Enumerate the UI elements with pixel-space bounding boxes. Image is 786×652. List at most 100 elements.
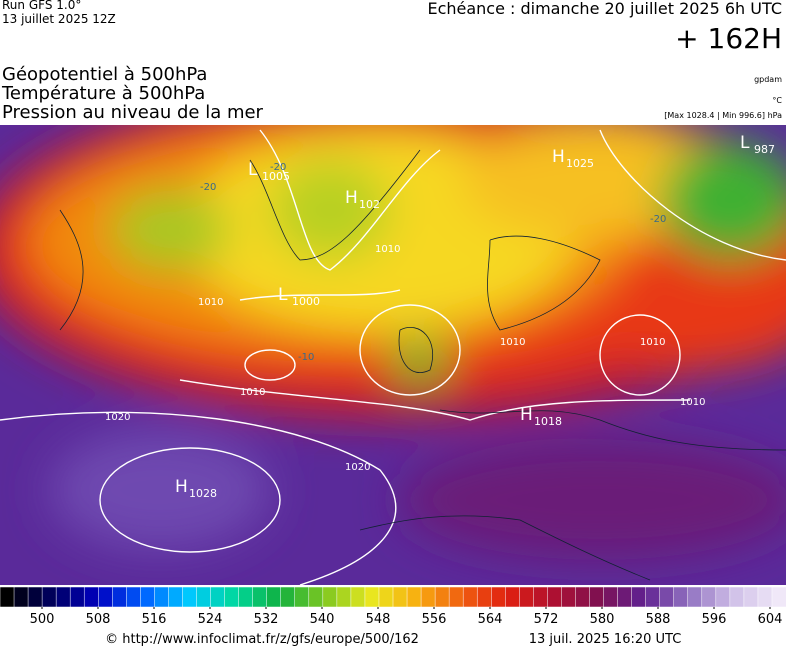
color-swatch (743, 586, 759, 608)
color-swatch (182, 586, 198, 608)
isobar-label: 1020 (105, 412, 130, 423)
color-swatch (715, 586, 731, 608)
pressure-center: H (520, 405, 533, 425)
color-swatch (673, 586, 689, 608)
color-swatch (505, 586, 521, 608)
color-swatch (771, 586, 786, 608)
color-swatch (519, 586, 535, 608)
color-swatch (603, 586, 619, 608)
color-swatch (420, 586, 436, 608)
colorbar-label: 540 (310, 612, 335, 627)
field: Géopotentiel à 500hPa (2, 64, 207, 85)
valid-time: Echéance : dimanche 20 juillet 2025 6h U… (427, 0, 782, 18)
color-swatch (280, 586, 296, 608)
lead-time: + 162H (675, 22, 782, 55)
pressure-value: 1018 (534, 415, 562, 428)
colorbar-label: 556 (422, 612, 447, 627)
pressure-value: 102 (359, 198, 380, 211)
timestamp: 13 juil. 2025 16:20 UTC (529, 632, 682, 647)
pressure-value: 987 (754, 143, 775, 156)
color-swatch (434, 586, 450, 608)
color-swatch (336, 586, 352, 608)
colorbar-label: 572 (534, 612, 559, 627)
color-swatch (350, 586, 366, 608)
color-swatch (322, 586, 338, 608)
colorbar-label: 596 (702, 612, 727, 627)
temperature-label: -20 (200, 182, 216, 193)
color-swatch (238, 586, 254, 608)
color-swatch (659, 586, 675, 608)
color-swatch (701, 586, 717, 608)
temperature-label: -10 (298, 352, 314, 363)
color-swatch (27, 586, 43, 608)
color-swatch (392, 586, 408, 608)
pressure-center: L (278, 285, 288, 305)
color-swatch (266, 586, 282, 608)
unit: °C (772, 96, 782, 105)
color-swatch (69, 586, 85, 608)
field: Pression au niveau de la mer (2, 102, 264, 123)
color-swatch (729, 586, 745, 608)
color-swatch (687, 586, 703, 608)
color-swatch (589, 586, 605, 608)
color-swatch (140, 586, 156, 608)
pressure-center: L (740, 133, 750, 153)
color-swatch (757, 586, 773, 608)
isobar-label: 1010 (640, 337, 665, 348)
isobar-label: 1010 (375, 244, 400, 255)
pressure-value: 1028 (189, 487, 217, 500)
color-swatch (41, 586, 57, 608)
colorbar-label: 524 (198, 612, 223, 627)
colorbar: 500 508 516 524 532 540 548 556 564 572 580 588 596 6… (0, 586, 786, 627)
color-swatch (294, 586, 310, 608)
isobar-label: 1010 (680, 397, 705, 408)
pressure-center: H (175, 477, 188, 497)
temperature-label: -20 (270, 162, 286, 173)
color-swatch (98, 586, 114, 608)
color-swatch (364, 586, 380, 608)
color-swatch (575, 586, 591, 608)
colorbar-label: 588 (646, 612, 671, 627)
color-swatch (224, 586, 240, 608)
pressure-value: 1025 (566, 157, 594, 170)
color-swatch (196, 586, 212, 608)
color-swatch (645, 586, 661, 608)
isobar-label: 1010 (198, 297, 223, 308)
pressure-value: 1000 (292, 295, 320, 308)
color-swatch (252, 586, 268, 608)
colorbar-label: 500 (30, 612, 55, 627)
color-swatch (55, 586, 71, 608)
color-swatch (631, 586, 647, 608)
temperature-label: -20 (650, 214, 666, 225)
color-swatch (83, 586, 100, 608)
color-swatch (561, 586, 577, 608)
run: Run GFS 1.0° (2, 0, 81, 12)
color-swatch (476, 586, 493, 608)
unit: gpdam (754, 75, 782, 84)
color-swatch (378, 586, 394, 608)
color-swatch (533, 586, 549, 608)
color-swatch (154, 586, 170, 608)
color-swatch (210, 586, 226, 608)
color-swatch (126, 586, 142, 608)
pressure-center: H (345, 188, 358, 208)
colorbar-label: 580 (590, 612, 615, 627)
field: Température à 500hPa (1, 83, 205, 104)
color-swatch (491, 586, 507, 608)
color-swatch (0, 586, 15, 608)
colorbar-label: 564 (478, 612, 503, 627)
isobar-label: 1010 (240, 387, 265, 398)
source-url: © http://www.infoclimat.fr/z/gfs/europe/… (105, 632, 419, 647)
colorbar-label: 604 (758, 612, 783, 627)
pressure-center: L (248, 160, 258, 180)
isobar-label: 1020 (345, 462, 370, 473)
colorbar-label: 548 (366, 612, 391, 627)
colorbar-label: 516 (142, 612, 167, 627)
pressure-value: 1005 (262, 170, 290, 183)
isobar-label: 1010 (500, 337, 525, 348)
color-swatch (448, 586, 464, 608)
color-swatch (112, 586, 128, 608)
color-swatch (617, 586, 633, 608)
